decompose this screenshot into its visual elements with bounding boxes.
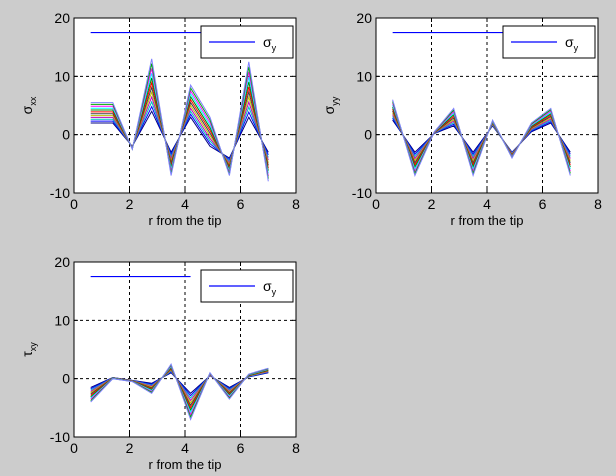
y-tick-label: -10 (50, 429, 70, 445)
series-line (90, 58, 269, 182)
x-axis-label: r from the tip (451, 213, 524, 228)
x-tick-label: 0 (70, 440, 78, 456)
y-tick-label: 10 (54, 68, 70, 84)
x-tick-label: 8 (292, 440, 300, 456)
legend-label: σy (263, 278, 277, 297)
y-tick-label: -10 (50, 185, 70, 201)
y-tick-label: 20 (54, 254, 70, 270)
x-tick-label: 4 (483, 196, 491, 212)
y-axis-label-subscript: xx (28, 96, 38, 106)
x-tick-label: 0 (372, 196, 380, 212)
x-tick-label: 8 (594, 196, 602, 212)
legend-label-subscript: y (574, 43, 579, 53)
legend-label-symbol: σ (263, 34, 272, 50)
legend-label-subscript: y (272, 43, 277, 53)
y-tick-label: 0 (62, 371, 70, 387)
y-axis-label-subscript: xy (28, 342, 38, 352)
x-tick-label: 8 (292, 196, 300, 212)
x-tick-label: 2 (428, 196, 436, 212)
y-tick-label: 0 (62, 127, 70, 143)
x-tick-label: 4 (181, 196, 189, 212)
y-tick-label: 10 (356, 68, 372, 84)
y-tick-label: 10 (54, 312, 70, 328)
x-tick-label: 2 (126, 440, 134, 456)
y-axis-label-symbol: σ (321, 105, 337, 114)
y-axis-label: σyy (321, 96, 340, 114)
y-axis-label-symbol: τ (19, 351, 35, 357)
x-tick-label: 2 (126, 196, 134, 212)
legend-label: σy (263, 34, 277, 53)
x-tick-label: 4 (181, 440, 189, 456)
x-axis-label: r from the tip (149, 213, 222, 228)
legend-label-symbol: σ (565, 34, 574, 50)
y-tick-label: 20 (54, 10, 70, 26)
y-axis-label: σxx (19, 96, 38, 114)
y-tick-label: -10 (352, 185, 372, 201)
legend-label-subscript: y (272, 287, 277, 297)
x-tick-label: 0 (70, 196, 78, 212)
y-axis-label-subscript: yy (330, 96, 340, 106)
x-tick-label: 6 (539, 196, 547, 212)
legend-label-symbol: σ (263, 278, 272, 294)
series-line (90, 362, 269, 421)
series-line (392, 99, 571, 178)
x-tick-label: 6 (237, 196, 245, 212)
y-tick-label: 0 (364, 127, 372, 143)
y-tick-label: 20 (356, 10, 372, 26)
legend-label: σy (565, 34, 579, 53)
y-axis-label-symbol: σ (19, 105, 35, 114)
y-axis-label: τxy (19, 342, 38, 357)
x-tick-label: 6 (237, 440, 245, 456)
x-axis-label: r from the tip (149, 457, 222, 472)
